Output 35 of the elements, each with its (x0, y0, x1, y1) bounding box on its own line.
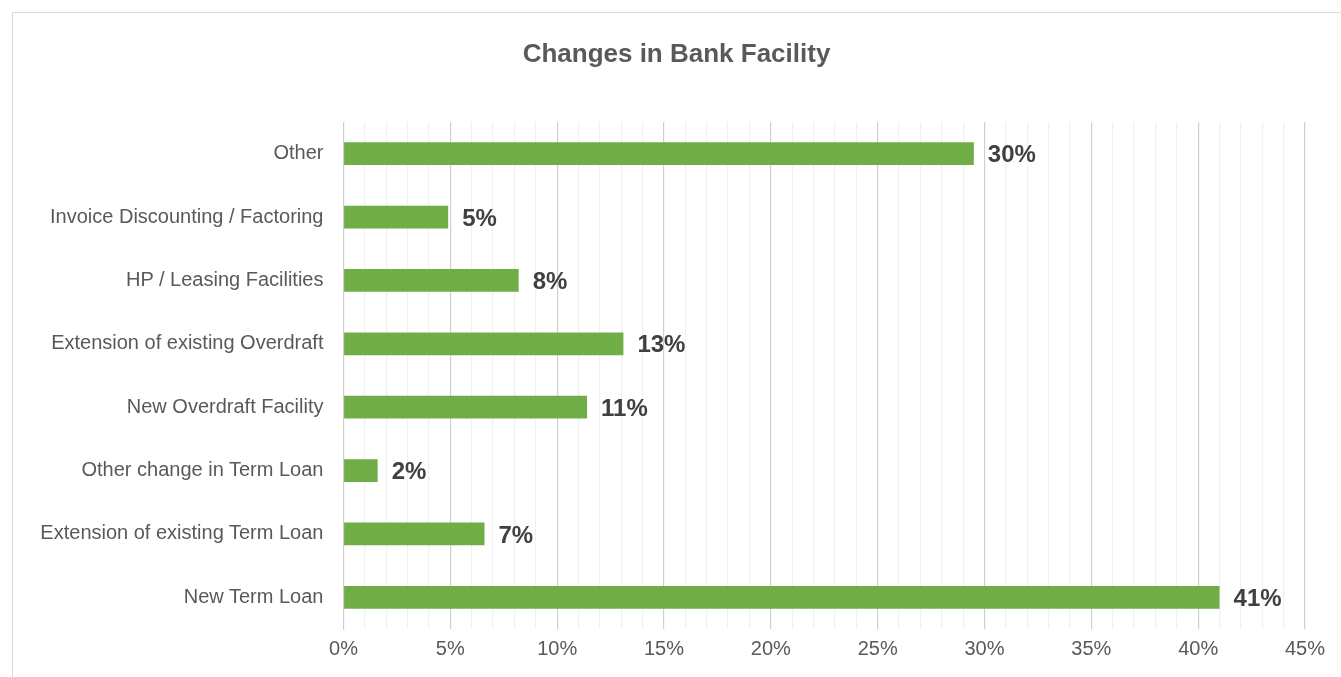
x-tick-label: 45% (1284, 636, 1326, 659)
x-tick-label: 0% (329, 636, 359, 659)
bar (344, 395, 588, 419)
bar (344, 142, 974, 166)
data-label: 7% (498, 520, 534, 548)
data-label: 5% (462, 203, 497, 231)
data-label: 30% (987, 140, 1036, 168)
x-tick-label: 20% (750, 636, 792, 659)
y-tick-label: New Term Loan (183, 584, 324, 607)
y-tick-label: New Overdraft Facility (126, 394, 324, 417)
x-tick-label: 15% (643, 636, 685, 659)
y-tick-label: Other (273, 141, 324, 164)
bar (344, 332, 624, 356)
x-tick-label: 5% (435, 636, 465, 659)
x-tick-label: 30% (964, 636, 1005, 659)
data-label: 41% (1233, 583, 1282, 611)
x-tick-label: 40% (1178, 636, 1219, 659)
chart-title: Changes in Bank Facility (521, 38, 832, 69)
bar (344, 459, 378, 482)
bar (344, 205, 449, 229)
x-tick-label: 10% (537, 636, 578, 659)
bar (344, 522, 485, 546)
bar (344, 585, 1220, 609)
data-label: 2% (391, 457, 427, 485)
y-tick-label: Extension of existing Overdraft (51, 331, 324, 354)
data-label: 11% (601, 393, 648, 421)
y-tick-label: Extension of existing Term Loan (40, 521, 324, 544)
x-tick-label: 35% (1071, 636, 1112, 659)
data-label: 13% (637, 330, 686, 358)
y-tick-label: Invoice Discounting / Factoring (50, 204, 324, 227)
x-tick-label: 25% (857, 636, 898, 659)
y-tick-label: HP / Leasing Facilities (125, 267, 324, 290)
y-tick-label: Other change in Term Loan (81, 458, 324, 481)
data-label: 8% (532, 267, 568, 295)
bar (344, 269, 519, 292)
